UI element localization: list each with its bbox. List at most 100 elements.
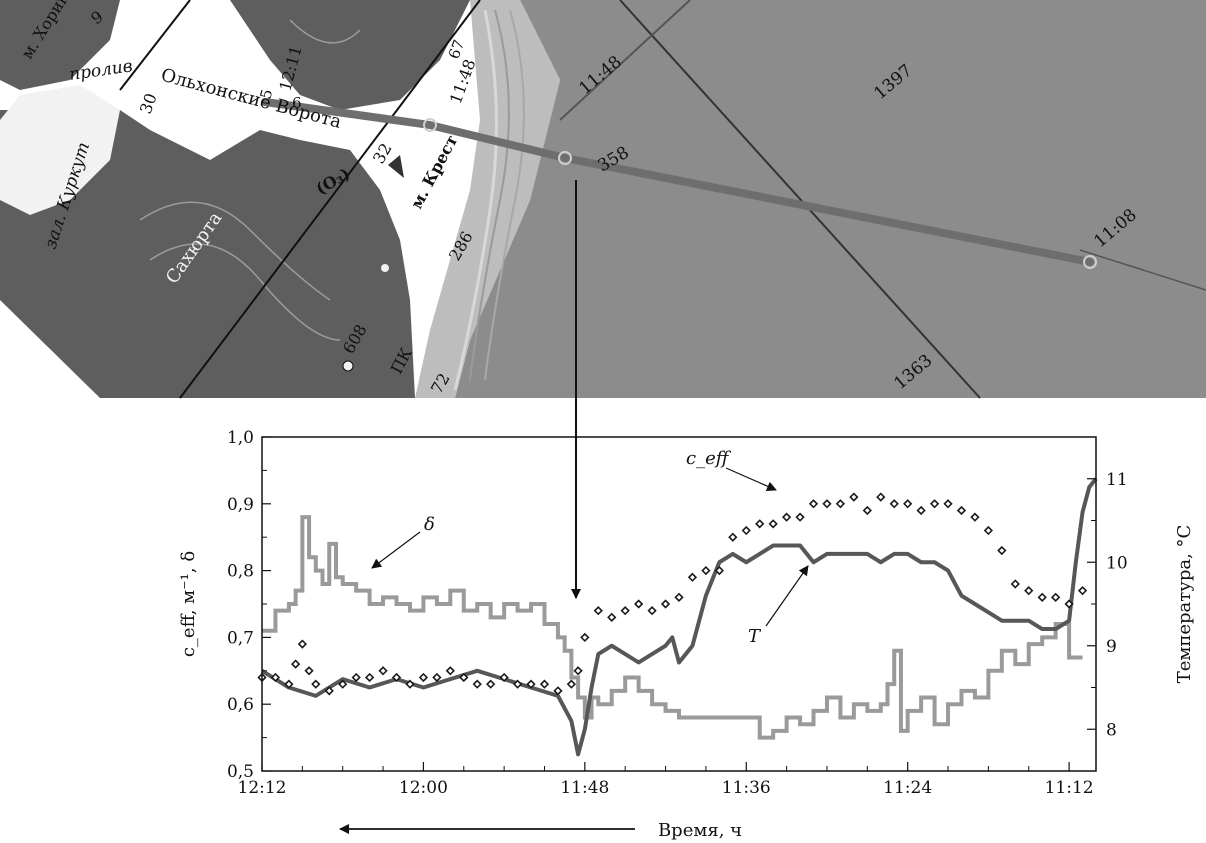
y-right-tick-label: 11 — [1106, 470, 1128, 490]
map: м. Хорин пролив Ольхонские Ворота зал. К… — [0, 0, 1206, 399]
ship-track — [261, 98, 1094, 266]
track-mark-2 — [558, 151, 572, 165]
road-line — [179, 0, 481, 399]
delta-line — [262, 515, 1083, 740]
ceff-point — [835, 499, 846, 509]
ceff-point — [311, 679, 321, 689]
ceff-point — [499, 672, 509, 683]
marker-dot — [381, 264, 389, 272]
depth-number: 6 — [292, 94, 302, 112]
ceff-point — [660, 599, 671, 609]
ceff-point — [687, 572, 698, 582]
ceff-point — [943, 499, 953, 509]
y-right-tick-label: 10 — [1106, 553, 1128, 573]
ceff-point — [701, 565, 711, 576]
ceff-point — [781, 512, 792, 522]
land-main — [0, 110, 415, 398]
depth-number: 67 — [445, 37, 468, 61]
ceff-point — [997, 545, 1007, 556]
x-tick-label: 11:12 — [1045, 778, 1094, 798]
y-left-tick-label: 0,9 — [227, 495, 254, 515]
x-axis-title: Время, ч — [658, 820, 742, 841]
ceff-point — [970, 512, 980, 522]
annotation-delta: δ — [424, 514, 435, 535]
track-mark-3 — [1083, 255, 1097, 269]
ceff-point — [768, 519, 778, 529]
land-north — [230, 0, 470, 110]
ceff-point — [338, 679, 348, 689]
y-left-tick-label: 0,5 — [227, 762, 254, 782]
y-right-tick-label: 8 — [1106, 720, 1117, 740]
chart: 12:12 12:00 11:48 11:36 11:24 11:12 0,5 0,6 0,7… — [178, 428, 1195, 841]
ceff-point — [418, 672, 429, 683]
ceff-point — [512, 679, 523, 689]
track-mark-1 — [423, 118, 437, 132]
x-axis: 12:12 12:00 11:48 11:36 11:24 11:12 — [238, 762, 1094, 798]
ceff-point — [755, 519, 765, 529]
ceff-point — [445, 666, 455, 676]
ceff-point — [290, 659, 301, 669]
ceff-point — [378, 666, 388, 676]
land-northwest — [0, 0, 120, 90]
annotation-ceff-arrow — [725, 467, 777, 491]
ceff-point — [486, 679, 496, 689]
ceff-point — [391, 672, 402, 683]
ceff-point — [728, 532, 738, 542]
ceff-point — [459, 672, 469, 683]
ceff-point — [647, 606, 657, 616]
ceff-point — [983, 525, 994, 536]
y-axis-left-title: c_eff, м⁻¹, δ — [178, 551, 199, 657]
y-axis-left: 0,5 0,6 0,7 0,8 0,9 1,0 — [227, 428, 271, 782]
x-tick-label: 11:48 — [560, 778, 609, 798]
marker-red-flag — [388, 155, 404, 178]
y-axis-right: 8 9 10 11 — [1087, 470, 1128, 740]
y-left-tick-label: 0,6 — [227, 695, 254, 715]
ceff-point — [405, 679, 415, 689]
ceff-point — [714, 565, 724, 576]
annotation-ceff: c_eff — [686, 448, 732, 469]
annotation-delta-arrow — [371, 531, 421, 569]
ceff-point — [1064, 599, 1074, 609]
ceff-point — [472, 679, 482, 689]
ceff-point — [876, 492, 886, 502]
land-contour-3 — [289, 19, 361, 44]
ceff-point — [553, 686, 563, 696]
x-tick-label: 11:24 — [883, 778, 932, 798]
ceff-point — [1037, 592, 1047, 602]
ceff-point — [620, 606, 630, 616]
ceff-point — [539, 679, 550, 689]
series-delta — [262, 515, 1083, 740]
bay-kurkut — [0, 85, 120, 215]
ceff-point — [1051, 592, 1061, 602]
ceff-point — [304, 666, 314, 676]
lake-line-1 — [619, 0, 981, 399]
series-temperature — [260, 477, 1098, 757]
ceff-point — [1024, 586, 1034, 596]
ceff-point — [270, 672, 281, 683]
isobath-2 — [484, 9, 525, 381]
ceff-point — [432, 672, 442, 683]
isobath-3 — [453, 9, 498, 391]
x-tick-label: 12:12 — [238, 778, 287, 798]
ceff-point — [741, 525, 751, 536]
ceff-point — [634, 599, 644, 609]
ceff-point — [849, 492, 859, 502]
ceff-point — [607, 612, 617, 622]
ceff-point — [297, 639, 307, 649]
y-left-tick-label: 1,0 — [227, 428, 254, 448]
depth-number: 5 — [256, 87, 276, 101]
ceff-point — [324, 686, 334, 696]
x-tick-label: 11:36 — [722, 778, 771, 798]
ceff-point — [956, 505, 967, 516]
road-line-2 — [119, 0, 191, 91]
temperature-line — [260, 477, 1098, 757]
land-contour-2 — [149, 243, 341, 341]
isobath-1 — [469, 9, 510, 381]
ceff-point — [351, 672, 361, 683]
ceff-point — [903, 499, 913, 509]
x-tick-label: 12:00 — [399, 778, 448, 798]
ceff-point — [566, 679, 577, 689]
plot-frame — [261, 436, 1097, 772]
ceff-point — [593, 606, 603, 616]
lake-line-3 — [1079, 249, 1206, 291]
